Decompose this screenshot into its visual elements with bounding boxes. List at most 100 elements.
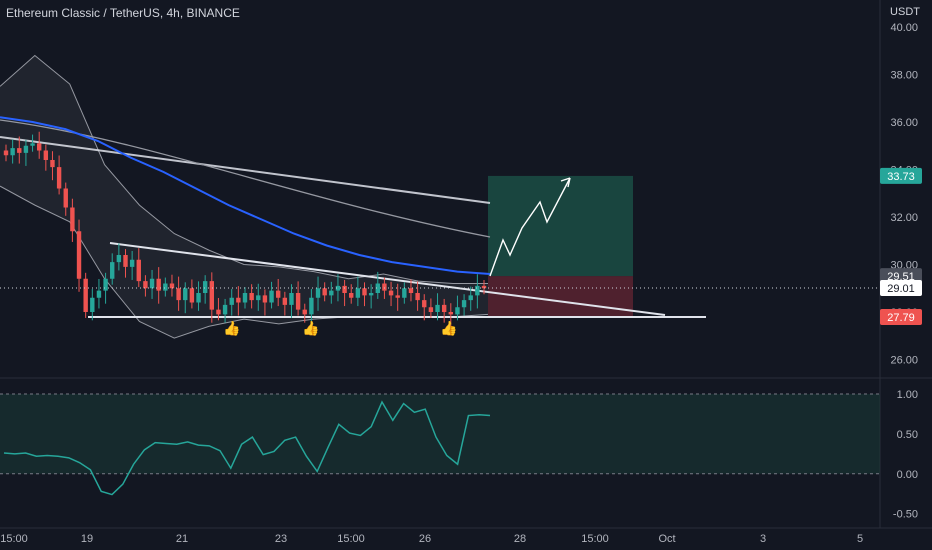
oscillator-tick-label: 1.00 [897, 389, 918, 401]
stop-zone [488, 276, 633, 317]
candle-body [322, 288, 327, 296]
target-zone [488, 175, 633, 277]
candle-body [262, 295, 268, 303]
price-badge-label: 29.01 [887, 283, 915, 295]
candle-body [475, 285, 480, 296]
projection-path [489, 177, 571, 277]
candle-body [275, 290, 281, 298]
time-tick-label: Oct [658, 533, 675, 545]
time-tick-label: 15:00 [337, 533, 365, 545]
price-badge-label: 27.79 [887, 312, 915, 324]
candle-body [83, 278, 88, 312]
price-badge [880, 167, 922, 184]
candle-body [448, 312, 454, 315]
candle-body [110, 262, 115, 279]
time-tick-label: 19 [81, 533, 93, 545]
time-tick-label: 15:00 [581, 533, 609, 545]
candle-body [375, 283, 380, 293]
price-tick-label: 36.00 [890, 117, 918, 129]
candle-body [342, 285, 347, 293]
candle-body [256, 295, 261, 301]
candle-body [129, 259, 135, 267]
candle-body [209, 281, 215, 310]
long-average-line [0, 136, 491, 204]
candle-body [96, 290, 102, 298]
candle-body [315, 288, 321, 298]
candle-body [56, 167, 62, 189]
price-tick-label: 32.00 [890, 212, 918, 224]
price-tick-label: 38.00 [890, 70, 918, 82]
candle-body [309, 297, 314, 315]
oscillator-band [0, 394, 880, 474]
candle-body [435, 304, 440, 312]
oscillator-tick-label: 0.50 [897, 429, 918, 441]
candle-body [382, 283, 387, 291]
average-line-slow [0, 119, 491, 238]
time-tick-label: 26 [419, 533, 431, 545]
time-tick-label: 28 [514, 533, 526, 545]
candle-body [302, 309, 307, 315]
candle-body [428, 307, 434, 312]
bollinger-upper [0, 54, 488, 284]
candle-body [143, 281, 148, 289]
candle-body [3, 150, 9, 156]
oscillator-line [3, 400, 491, 496]
candle-body [103, 278, 108, 291]
candle-body [282, 297, 288, 305]
candle-body [183, 288, 188, 301]
candle-body [196, 293, 201, 303]
thumbs-up-icon: 👍 [223, 320, 240, 337]
candle-body [441, 304, 447, 312]
candle-body [116, 255, 122, 263]
candle-body [123, 255, 128, 267]
oscillator-tick-label: -0.50 [893, 509, 918, 521]
candle-body [335, 285, 341, 291]
candle-body [455, 307, 460, 315]
bollinger-band-fill [0, 55, 488, 339]
price-tick-label: 26.00 [890, 355, 918, 367]
candle-body [63, 188, 68, 208]
candle-body [242, 293, 248, 303]
candle-body [329, 290, 334, 296]
candle-body [43, 150, 49, 160]
candle-body [461, 300, 467, 308]
candle-body [481, 285, 487, 289]
oscillator-tick-label: 0.00 [897, 469, 918, 481]
candle-body [415, 293, 420, 301]
candle-body [349, 293, 354, 298]
candle-body [23, 145, 29, 153]
candle-body [70, 207, 75, 232]
candle-body [30, 143, 35, 146]
candle-body [176, 288, 181, 301]
candle-body [202, 281, 208, 293]
candle-body [216, 309, 221, 315]
candle-body [368, 293, 374, 296]
candle-body [269, 290, 274, 303]
price-badge [880, 280, 922, 297]
time-tick-label: 23 [275, 533, 287, 545]
candle-body [422, 300, 427, 308]
candle-body [289, 293, 294, 305]
currency-label: USDT [890, 6, 920, 18]
thumbs-up-icon: 👍 [302, 320, 319, 337]
moving-average-blue [0, 116, 491, 275]
arrow-icon [560, 177, 571, 188]
candle-body [169, 283, 175, 289]
candle-body [17, 148, 22, 153]
candle-body [362, 288, 367, 296]
candle-body [402, 288, 407, 298]
chart-title: Ethereum Classic / TetherUS, 4h, BINANCE [6, 6, 240, 20]
candle-body [76, 231, 82, 279]
candle-body [388, 290, 394, 296]
candle-body [189, 288, 195, 303]
candle-body [136, 259, 141, 282]
price-badge-label: 33.73 [887, 171, 915, 183]
candle-body [36, 143, 42, 151]
price-tick-label: 40.00 [890, 22, 918, 34]
candle-body [408, 288, 414, 293]
price-badge [880, 308, 922, 325]
candle-body [163, 283, 168, 291]
time-tick-label: 3 [760, 533, 766, 545]
thumbs-up-icon: 👍 [440, 320, 457, 337]
